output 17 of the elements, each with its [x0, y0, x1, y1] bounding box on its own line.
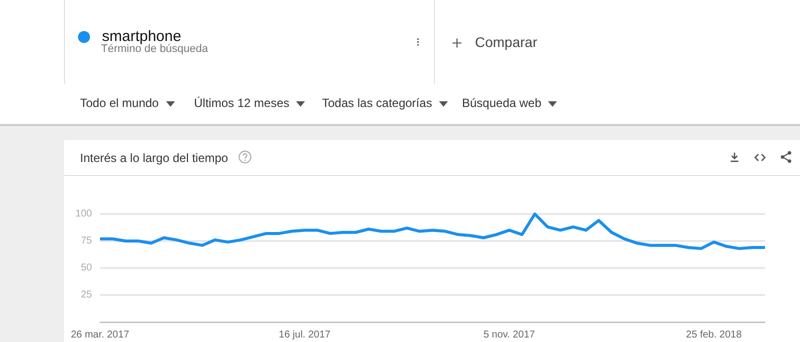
line-series [98, 212, 766, 250]
y-tick-label: 25 [80, 290, 92, 300]
legend-label: smartphone [102, 28, 182, 45]
text: Búsqueda web [462, 96, 542, 110]
text: Término de búsqueda [101, 43, 208, 55]
x-tick-label: 16 jul. 2017 [278, 330, 331, 340]
text: Comparar [475, 34, 538, 50]
x-tick-label: 26 mar. 2017 [70, 330, 130, 340]
x-tick-label: 25 feb. 2018 [686, 330, 742, 340]
chart-title: Interés a lo largo del tiempo [80, 151, 228, 165]
y-tick-label: 75 [80, 236, 92, 246]
text: Últimos 12 meses [194, 96, 290, 110]
y-tick-label: 50 [80, 262, 92, 274]
text: Todo el mundo [80, 96, 159, 110]
x-tick-label: 5 nov. 2017 [483, 330, 536, 340]
text: Todas las categorías [322, 96, 432, 110]
y-tick-label: 100 [75, 208, 92, 220]
